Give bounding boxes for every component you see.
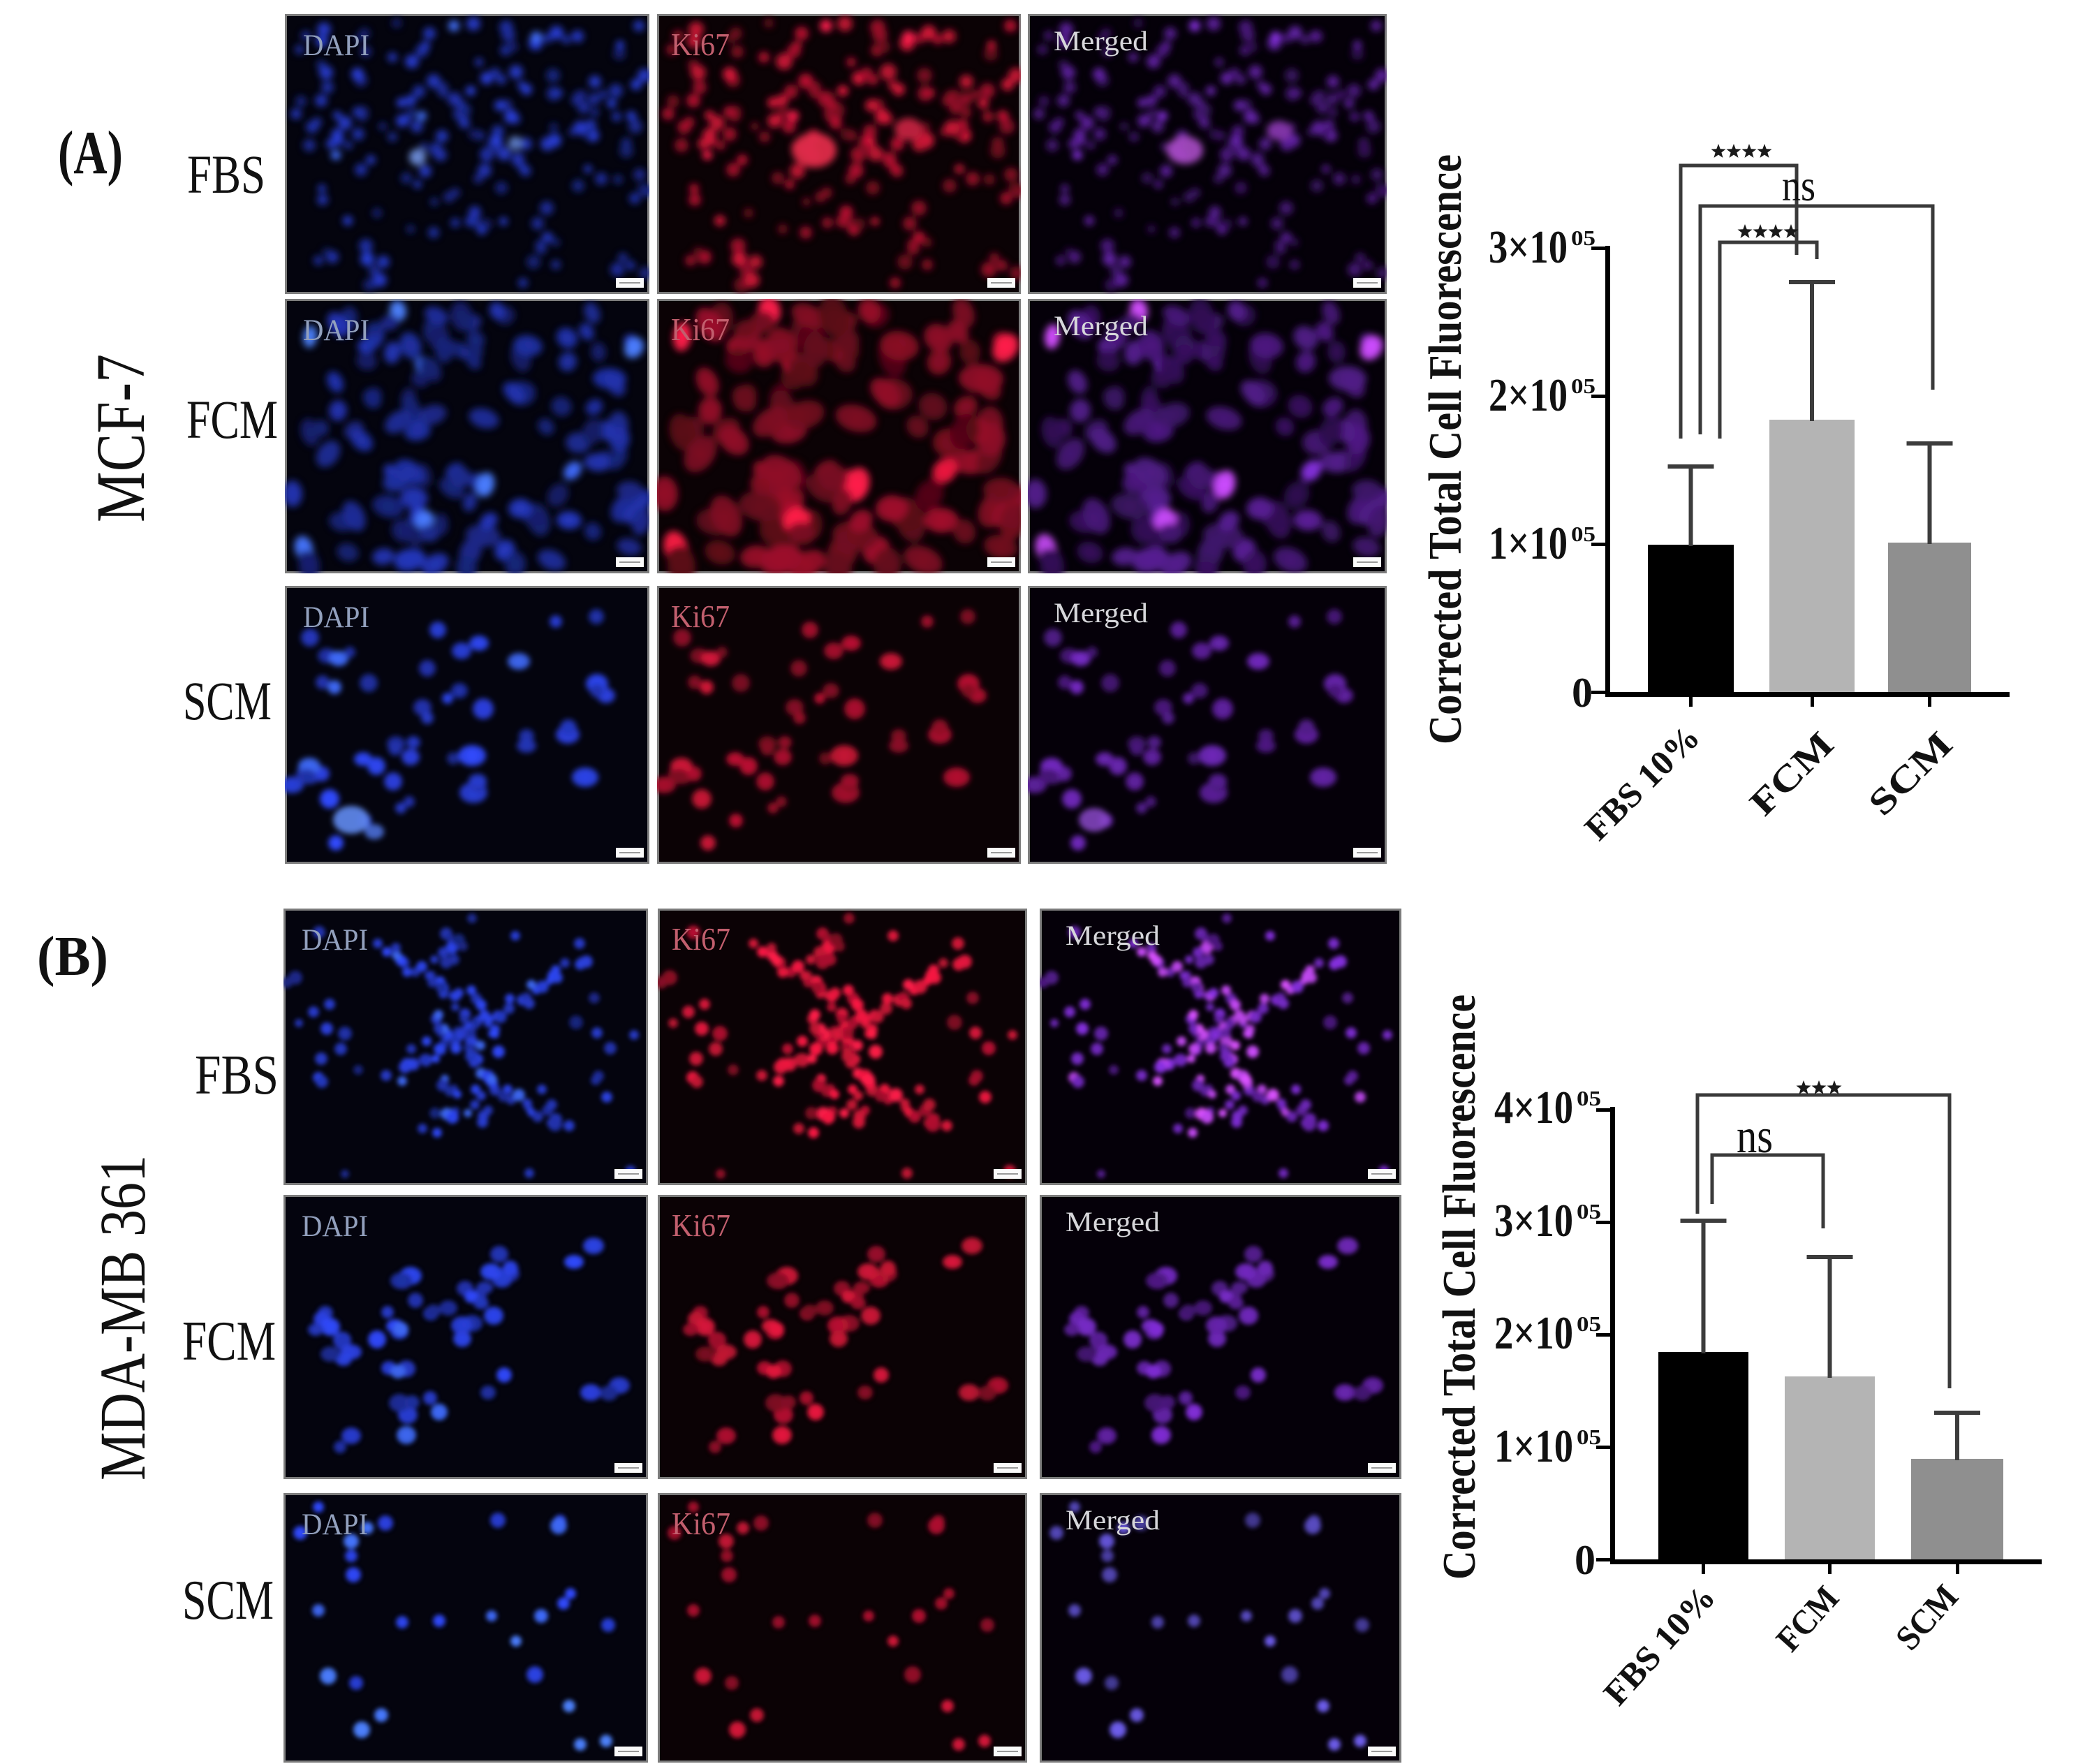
svg-text:Ki67: Ki67 (671, 598, 730, 634)
svg-text:SCM: SCM (1861, 724, 1960, 823)
svg-text:Ki67: Ki67 (671, 311, 730, 347)
svg-text:05: 05 (1577, 1086, 1601, 1110)
svg-text:Merged: Merged (1054, 597, 1148, 629)
svg-text:(B): (B) (37, 926, 108, 987)
svg-text:0: 0 (1575, 1537, 1596, 1583)
svg-text:05: 05 (1571, 374, 1596, 398)
svg-text:2×10: 2×10 (1489, 369, 1568, 421)
svg-text:FBS: FBS (195, 1045, 279, 1106)
svg-text:Corrected Total Cell Fluoresce: Corrected Total Cell Fluorescence (1434, 994, 1485, 1580)
svg-text:ns: ns (1782, 161, 1815, 210)
svg-text:Merged: Merged (1054, 310, 1148, 341)
svg-text:Merged: Merged (1066, 1206, 1160, 1237)
svg-text:SCM: SCM (1887, 1577, 1966, 1658)
svg-text:Merged: Merged (1066, 920, 1160, 951)
svg-text:2×10: 2×10 (1494, 1307, 1573, 1359)
svg-text:FCM: FCM (1742, 724, 1841, 823)
svg-text:Ki67: Ki67 (672, 1207, 730, 1243)
svg-text:SCM: SCM (182, 1570, 274, 1631)
svg-text:05: 05 (1571, 522, 1596, 546)
svg-text:3×10: 3×10 (1489, 221, 1568, 273)
svg-text:DAPI: DAPI (302, 924, 368, 957)
svg-text:Ki67: Ki67 (671, 27, 730, 62)
svg-text:MCF-7: MCF-7 (82, 354, 159, 522)
svg-text:ns: ns (1737, 1110, 1773, 1163)
svg-text:4×10: 4×10 (1494, 1082, 1573, 1133)
svg-text:DAPI: DAPI (303, 314, 369, 347)
svg-text:Ki67: Ki67 (672, 1506, 730, 1541)
svg-text:05: 05 (1577, 1425, 1601, 1449)
svg-text:Ki67: Ki67 (672, 921, 730, 957)
svg-text:FCM: FCM (182, 1311, 276, 1372)
svg-text:DAPI: DAPI (302, 1508, 368, 1541)
svg-text:1×10: 1×10 (1494, 1420, 1573, 1472)
svg-text:05: 05 (1571, 226, 1596, 250)
svg-text:Merged: Merged (1054, 25, 1148, 57)
svg-text:FCM: FCM (1768, 1578, 1846, 1659)
svg-text:1×10: 1×10 (1489, 517, 1568, 569)
svg-text:FBS 10%: FBS 10% (1596, 1578, 1723, 1713)
svg-text:Merged: Merged (1066, 1504, 1160, 1536)
svg-text:05: 05 (1577, 1199, 1601, 1223)
svg-text:DAPI: DAPI (303, 601, 369, 634)
svg-text:DAPI: DAPI (302, 1210, 368, 1243)
svg-text:FCM: FCM (186, 389, 278, 450)
svg-text:(A): (A) (58, 119, 123, 187)
svg-text:Corrected Total Cell Fluoresce: Corrected Total Cell Fluorescence (1420, 154, 1471, 744)
svg-text:DAPI: DAPI (303, 29, 369, 62)
svg-text:0: 0 (1572, 670, 1593, 716)
svg-text:MDA-MB 361: MDA-MB 361 (87, 1155, 159, 1480)
svg-text:SCM: SCM (183, 670, 272, 731)
svg-text:3×10: 3×10 (1494, 1195, 1573, 1247)
svg-text:FBS: FBS (187, 144, 265, 205)
svg-text:FBS 10%: FBS 10% (1577, 717, 1707, 848)
svg-text:05: 05 (1577, 1311, 1601, 1336)
